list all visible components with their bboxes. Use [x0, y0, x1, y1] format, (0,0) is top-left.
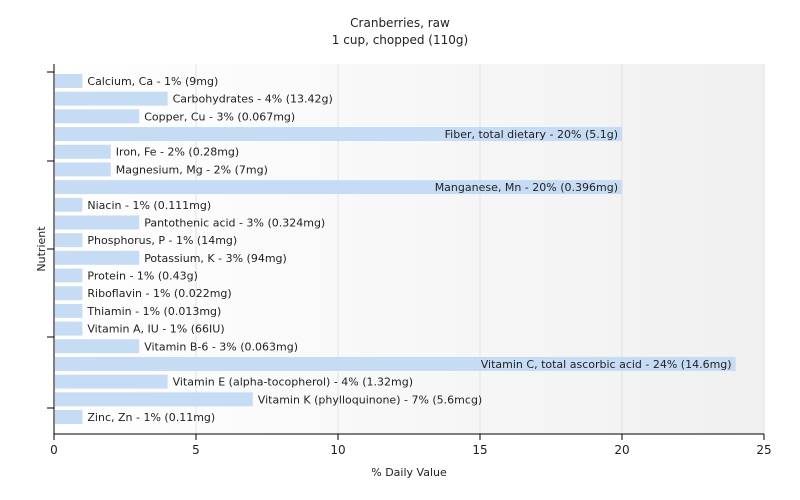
bar: [55, 321, 83, 336]
bar-label: Vitamin A, IU - 1% (66IU): [87, 323, 224, 336]
bar-label: Zinc, Zn - 1% (0.11mg): [87, 411, 215, 424]
bar: [55, 374, 168, 389]
axes: 0 5 10 15 20 25: [47, 64, 772, 457]
x-axis-label: % Daily Value: [371, 466, 447, 479]
bar: [55, 109, 140, 124]
bar: [55, 74, 83, 88]
x-tick-label: 15: [472, 443, 487, 457]
bar-label: Iron, Fe - 2% (0.28mg): [116, 146, 239, 159]
bar: [55, 197, 83, 212]
bar-label: Niacin - 1% (0.111mg): [87, 199, 211, 212]
y-axis-label: Nutrient: [35, 226, 48, 272]
bar-label: Vitamin B-6 - 3% (0.063mg): [144, 340, 298, 353]
x-tick-label: 20: [614, 443, 629, 457]
x-tick-label: 25: [756, 443, 771, 457]
bar-label: Pantothenic acid - 3% (0.324mg): [144, 216, 325, 229]
bar-label: Calcium, Ca - 1% (9mg): [87, 75, 218, 88]
chart-title: Cranberries, raw: [350, 16, 450, 30]
chart-subtitle: 1 cup, chopped (110g): [332, 33, 468, 47]
bar: [55, 339, 140, 354]
gridlines: [195, 64, 765, 434]
bar: [55, 410, 83, 424]
bar-label: Copper, Cu - 3% (0.067mg): [144, 110, 295, 123]
bar: [55, 286, 83, 301]
bar-label: Protein - 1% (0.43g): [87, 270, 198, 283]
bar-label: Phosphorus, P - 1% (14mg): [87, 234, 237, 247]
plot-area: [54, 64, 764, 434]
bar: [55, 233, 83, 248]
x-tick-label: 0: [50, 443, 58, 457]
x-tick-label: 10: [330, 443, 345, 457]
bars: Calcium, Ca - 1% (9mg) Carbohydrates - 4%…: [55, 74, 736, 424]
bar-label: Riboflavin - 1% (0.022mg): [87, 287, 231, 300]
bar-label: Fiber, total dietary - 20% (5.1g): [445, 128, 618, 141]
bar: [55, 356, 736, 371]
bar-label: Vitamin E (alpha-tocopherol) - 4% (1.32m…: [173, 376, 413, 389]
bar: [55, 162, 111, 177]
bar: [55, 144, 111, 159]
bar-label: Carbohydrates - 4% (13.42g): [173, 93, 333, 106]
bar-label: Potassium, K - 3% (94mg): [144, 252, 287, 265]
bar-label: Vitamin K (phylloquinone) - 7% (5.6mcg): [258, 393, 482, 406]
bar: [55, 268, 83, 283]
bar-label: Vitamin C, total ascorbic acid - 24% (14…: [481, 358, 732, 371]
bar: [55, 250, 140, 265]
bar: [55, 215, 140, 230]
bar: [55, 392, 253, 407]
bar-label: Manganese, Mn - 20% (0.396mg): [435, 181, 618, 194]
bar: [55, 303, 83, 318]
bar-label: Thiamin - 1% (0.013mg): [86, 305, 221, 318]
bar: [55, 91, 168, 106]
bar-label: Magnesium, Mg - 2% (7mg): [116, 163, 268, 176]
bar: [55, 180, 622, 195]
x-tick-label: 5: [192, 443, 200, 457]
bar: [55, 127, 622, 142]
